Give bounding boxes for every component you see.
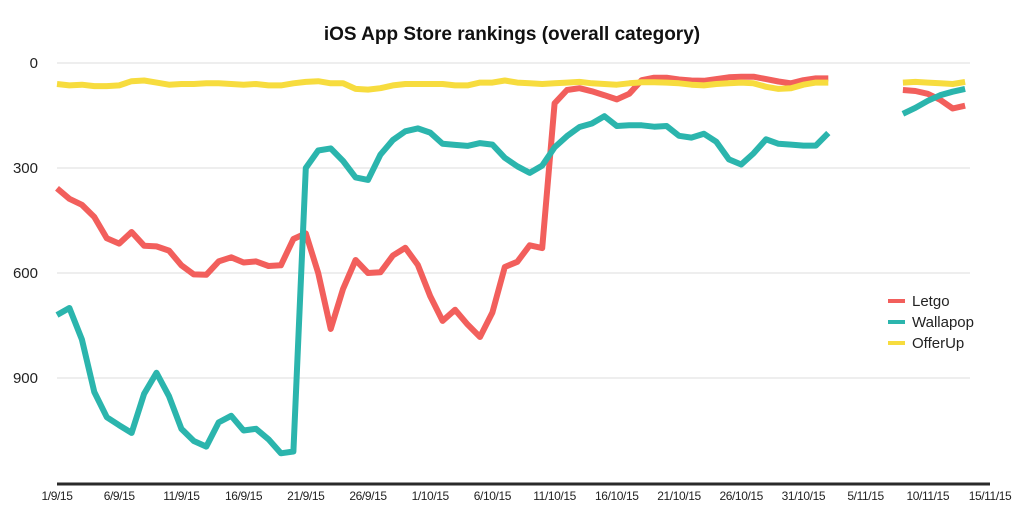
x-tick-label: 26/9/15	[349, 489, 387, 503]
x-tick-label: 16/10/15	[595, 489, 639, 503]
x-tick-label: 21/10/15	[657, 489, 701, 503]
x-tick-label: 21/9/15	[287, 489, 325, 503]
x-tick-label: 6/9/15	[104, 489, 136, 503]
x-tick-label: 1/9/15	[42, 489, 74, 503]
x-tick-label: 31/10/15	[782, 489, 826, 503]
x-tick-label: 11/9/15	[163, 489, 200, 503]
y-tick-label: 0	[30, 55, 38, 72]
legend-label: Letgo	[912, 293, 950, 310]
x-tick-label: 1/10/15	[412, 489, 450, 503]
x-tick-label: 10/11/15	[906, 489, 949, 503]
x-tick-label: 15/11/15	[969, 489, 1012, 503]
chart-title: iOS App Store rankings (overall category…	[323, 24, 701, 45]
x-tick-label: 5/11/15	[847, 489, 884, 503]
x-tick-label: 16/9/15	[225, 489, 263, 503]
legend-label: Wallapop	[912, 314, 974, 331]
y-tick-label: 600	[13, 265, 38, 282]
y-tick-label: 900	[13, 370, 38, 387]
x-tick-label: 11/10/15	[533, 489, 576, 503]
y-tick-label: 300	[13, 160, 38, 177]
series-line-offerup	[56, 77, 966, 93]
x-tick-label: 26/10/15	[719, 489, 763, 503]
series-line-wallapop	[55, 85, 966, 457]
x-tick-label: 6/10/15	[474, 489, 512, 503]
series-line-letgo	[55, 73, 966, 340]
legend-label: OfferUp	[912, 335, 964, 352]
